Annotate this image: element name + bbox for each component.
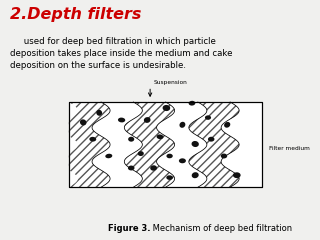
Text: Mechanism of deep bed filtration: Mechanism of deep bed filtration [150,224,292,233]
Ellipse shape [128,137,134,142]
Ellipse shape [163,105,170,111]
Ellipse shape [166,175,173,180]
Ellipse shape [105,154,112,158]
Ellipse shape [96,110,102,116]
Ellipse shape [156,134,164,139]
Ellipse shape [233,172,241,178]
Ellipse shape [221,154,227,158]
Bar [69,102,262,187]
Ellipse shape [138,151,144,156]
Ellipse shape [166,154,173,158]
Ellipse shape [192,172,199,178]
Text: Filter medium: Filter medium [269,146,310,151]
Ellipse shape [179,158,186,163]
Bar [69,102,262,187]
Text: deposition on the surface is undesirable.: deposition on the surface is undesirable… [10,61,186,70]
Ellipse shape [188,101,196,106]
Text: deposition takes place inside the medium and cake: deposition takes place inside the medium… [10,49,232,58]
Text: used for deep bed filtration in which particle: used for deep bed filtration in which pa… [10,37,215,46]
Ellipse shape [205,115,211,120]
Ellipse shape [128,166,134,170]
Ellipse shape [208,137,214,142]
Ellipse shape [118,118,125,122]
Ellipse shape [80,119,86,126]
Text: Figure 3.: Figure 3. [108,224,150,233]
Ellipse shape [150,165,157,171]
Text: Suspension: Suspension [153,80,187,85]
Text: 2.Depth filters: 2.Depth filters [10,7,141,22]
Ellipse shape [180,122,185,128]
Ellipse shape [89,137,96,142]
Ellipse shape [144,117,150,123]
Ellipse shape [192,141,199,147]
Ellipse shape [224,122,230,128]
